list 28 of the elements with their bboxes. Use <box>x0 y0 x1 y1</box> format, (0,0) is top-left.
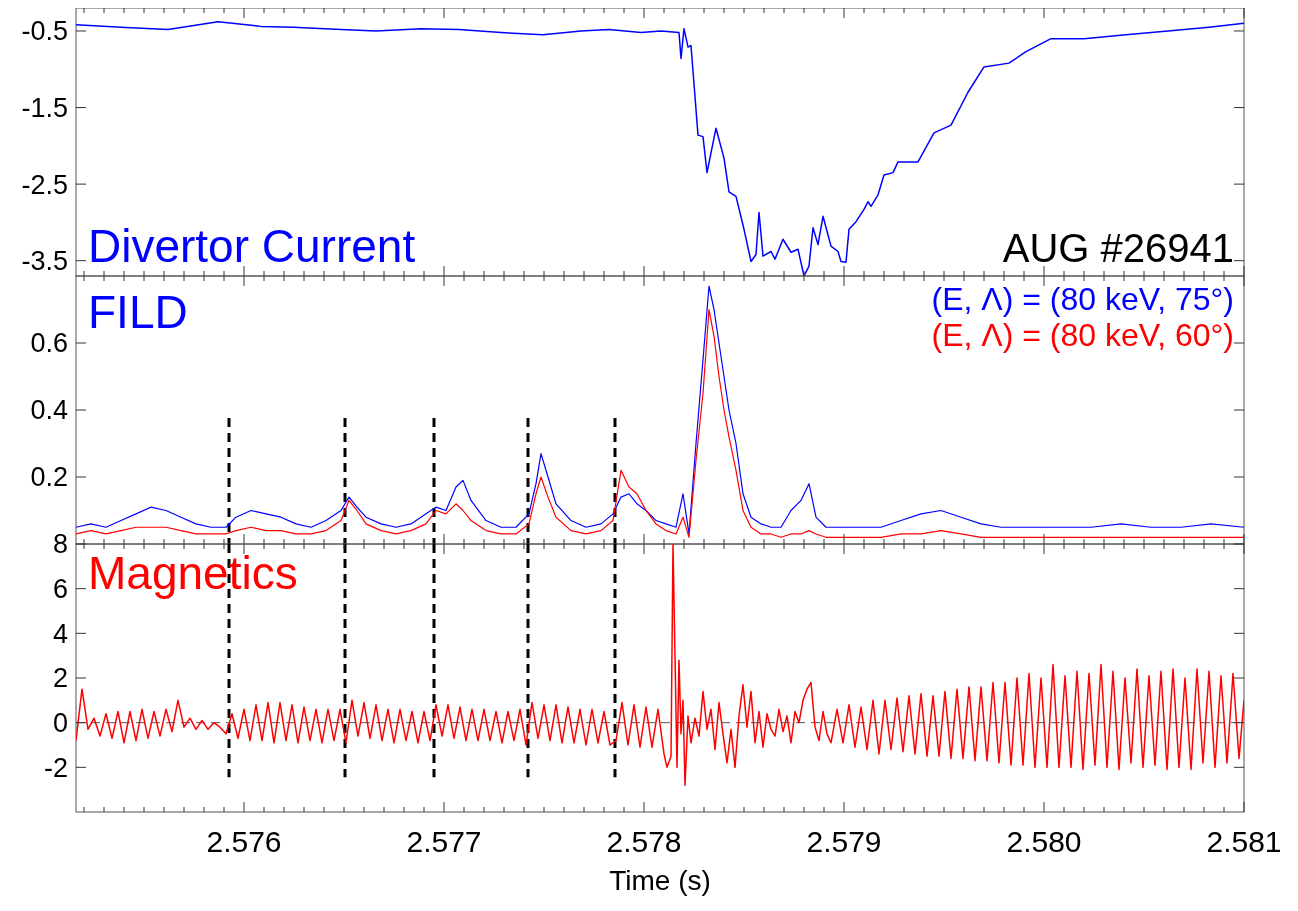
line-series <box>76 21 1244 276</box>
text: Divertor Current <box>88 220 416 272</box>
x-axis-title: Time (s) <box>609 865 711 896</box>
y-tick-label: -2.5 <box>21 169 68 200</box>
x-tick-label: 2.578 <box>606 825 682 858</box>
x-tick-label: 2.577 <box>406 825 482 858</box>
x-tick-label: 2.576 <box>206 825 282 858</box>
y-tick-label: 0.4 <box>30 395 68 426</box>
y-tick-label: 4 <box>52 618 68 649</box>
y-tick-label: 0 <box>52 708 68 739</box>
y-tick-label: -0.5 <box>21 16 68 47</box>
x-tick-label: 2.579 <box>806 825 882 858</box>
y-tick-label: 8 <box>52 529 68 560</box>
x-tick-label: 2.580 <box>1006 825 1082 858</box>
text: (E, Λ) = (80 keV, 60°) <box>931 316 1234 353</box>
y-tick-label: 6 <box>52 574 68 605</box>
y-tick-label: 0.6 <box>30 328 68 359</box>
series-label: Magnetics <box>88 546 298 599</box>
y-tick-label: 2 <box>52 663 68 694</box>
chart-title: FILD <box>88 286 188 338</box>
x-tick-label: 2.581 <box>1206 825 1282 858</box>
line-series <box>76 544 1244 786</box>
y-tick-label: -3.5 <box>21 246 68 277</box>
text: (E, Λ) = (80 keV, 75°) <box>931 280 1234 317</box>
y-tick-label: -1.5 <box>21 92 68 123</box>
y-tick-label: -2 <box>43 752 68 783</box>
annotation: AUG #26941 <box>1002 226 1234 270</box>
y-tick-label: 0.2 <box>30 462 68 493</box>
